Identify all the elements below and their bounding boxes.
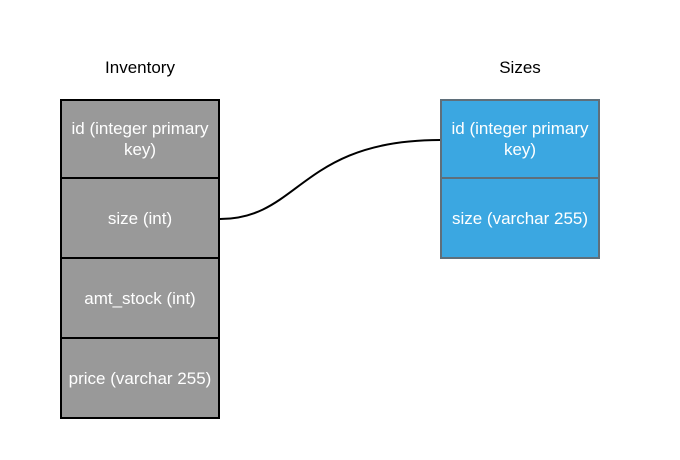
- inventory-row-size: size (int): [60, 179, 220, 259]
- sizes-row-size: size (varchar 255): [440, 179, 600, 259]
- sizes-table: id (integer primary key) size (varchar 2…: [440, 99, 600, 259]
- inventory-table: id (integer primary key) size (int) amt_…: [60, 99, 220, 419]
- inventory-row-id: id (integer primary key): [60, 99, 220, 179]
- inventory-title: Inventory: [105, 58, 175, 77]
- sizes-row-id: id (integer primary key): [440, 99, 600, 179]
- inventory-row-price: price (varchar 255): [60, 339, 220, 419]
- inventory-row-amt-stock: amt_stock (int): [60, 259, 220, 339]
- relation-line: [219, 139, 441, 220]
- sizes-title: Sizes: [499, 58, 541, 77]
